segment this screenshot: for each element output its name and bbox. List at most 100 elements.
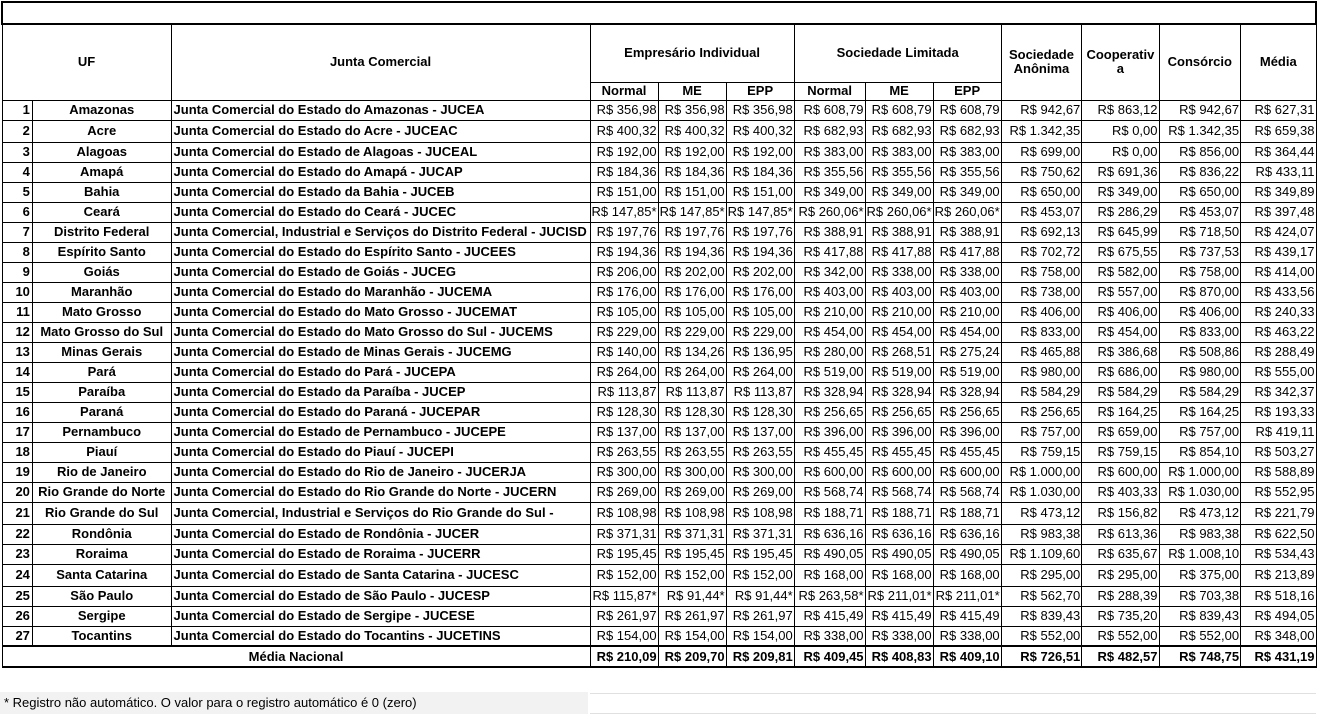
value-cell: R$ 105,00 <box>589 301 659 323</box>
subheader: Normal <box>589 81 659 101</box>
value-cell: R$ 417,88 <box>793 241 866 263</box>
row-number: 25 <box>1 585 33 607</box>
subheader: ME <box>657 81 727 101</box>
junta-cell: Junta Comercial do Estado de Roraima - J… <box>170 543 591 565</box>
value-cell: R$ 151,00 <box>725 181 795 203</box>
value-cell: R$ 473,12 <box>1158 501 1242 525</box>
value-cell: R$ 839,43 <box>1000 605 1083 627</box>
value-cell: R$ 1.008,10 <box>1158 543 1242 565</box>
value-cell: R$ 608,79 <box>864 99 934 121</box>
value-cell: R$ 349,00 <box>793 181 866 203</box>
value-cell: R$ 983,38 <box>1000 523 1083 545</box>
value-cell: R$ 980,00 <box>1000 361 1083 383</box>
value-cell: R$ 256,65 <box>864 401 934 423</box>
row-number: 19 <box>1 461 33 483</box>
value-cell: R$ 758,00 <box>1000 261 1083 283</box>
value-cell: R$ 371,31 <box>589 523 659 545</box>
value-cell: R$ 703,38 <box>1158 585 1242 607</box>
header-junta: Junta Comercial <box>170 23 591 101</box>
value-cell: R$ 300,00 <box>589 461 659 483</box>
value-cell: R$ 328,94 <box>932 381 1002 403</box>
value-cell: R$ 519,00 <box>932 361 1002 383</box>
value-cell: R$ 836,22 <box>1158 161 1242 183</box>
subheader: ME <box>864 81 934 101</box>
row-number: 26 <box>1 605 33 627</box>
value-cell: R$ 137,00 <box>725 421 795 443</box>
value-cell: R$ 403,33 <box>1081 481 1160 503</box>
value-cell: R$ 105,00 <box>657 301 727 323</box>
value-cell: R$ 260,06* <box>864 201 934 223</box>
value-cell: R$ 682,93 <box>932 119 1002 143</box>
footer-row: Média Nacional R$ 210,09 R$ 209,70 R$ 209,8… <box>1 645 1317 668</box>
value-cell: R$ 147,85* <box>725 201 795 223</box>
uf-cell: Espírito Santo <box>31 241 172 263</box>
junta-cell: Junta Comercial do Estado do Rio de Jane… <box>170 461 591 483</box>
value-cell: R$ 355,56 <box>864 161 934 183</box>
header-row: UF Junta Comercial Empresário Individual… <box>1 23 1317 101</box>
footer-value: R$ 209,70 <box>657 645 727 668</box>
value-cell: R$ 863,12 <box>1081 99 1160 121</box>
row-number: 18 <box>1 441 33 463</box>
value-cell: R$ 134,26 <box>657 341 727 363</box>
value-cell: R$ 328,94 <box>864 381 934 403</box>
value-cell: R$ 184,36 <box>589 161 659 183</box>
value-cell: R$ 91,44* <box>725 585 795 607</box>
value-cell: R$ 490,05 <box>793 543 866 565</box>
row-number: 3 <box>1 141 33 163</box>
data-row: 15 Paraíba Junta Comercial do Estado da Pa… <box>1 381 1317 403</box>
row-number: 22 <box>1 523 33 545</box>
uf-cell: Minas Gerais <box>31 341 172 363</box>
row-number: 27 <box>1 625 33 647</box>
row-number: 7 <box>1 221 33 243</box>
value-cell: R$ 455,45 <box>864 441 934 463</box>
value-cell: R$ 383,00 <box>932 141 1002 163</box>
value-cell: R$ 128,30 <box>589 401 659 423</box>
junta-cell: Junta Comercial do Estado de Pernambuco … <box>170 421 591 443</box>
value-cell: R$ 645,99 <box>1081 221 1160 243</box>
data-row: 16 Paraná Junta Comercial do Estado do Par… <box>1 401 1317 423</box>
value-cell: R$ 635,67 <box>1081 543 1160 565</box>
value-cell: R$ 355,56 <box>793 161 866 183</box>
value-cell: R$ 154,00 <box>725 625 795 647</box>
value-cell: R$ 738,00 <box>1000 281 1083 303</box>
uf-cell: Rio Grande do Sul <box>31 501 172 525</box>
junta-cell: Junta Comercial do Estado de Sergipe - J… <box>170 605 591 627</box>
value-cell: R$ 386,68 <box>1081 341 1160 363</box>
value-cell: R$ 300,00 <box>657 461 727 483</box>
junta-cell: Junta Comercial do Estado do Ceará - JUC… <box>170 201 591 223</box>
footnote: * Registro não automático. O valor para … <box>0 692 588 714</box>
value-cell: R$ 1.000,00 <box>1158 461 1242 483</box>
row-number: 20 <box>1 481 33 503</box>
value-cell: R$ 128,30 <box>657 401 727 423</box>
value-cell: R$ 136,95 <box>725 341 795 363</box>
value-cell: R$ 388,91 <box>932 221 1002 243</box>
value-cell: R$ 588,89 <box>1240 461 1317 483</box>
uf-cell: Rondônia <box>31 523 172 545</box>
value-cell: R$ 396,00 <box>864 421 934 443</box>
value-cell: R$ 856,00 <box>1158 141 1242 163</box>
data-row: 24 Santa Catarina Junta Comercial do Estad… <box>1 563 1317 587</box>
value-cell: R$ 269,00 <box>589 481 659 503</box>
value-cell: R$ 691,36 <box>1081 161 1160 183</box>
value-cell: R$ 582,00 <box>1081 261 1160 283</box>
value-cell: R$ 108,98 <box>589 501 659 525</box>
data-row: 22 Rondônia Junta Comercial do Estado de R… <box>1 523 1317 545</box>
junta-cell: Junta Comercial do Estado de Alagoas - J… <box>170 141 591 163</box>
value-cell: R$ 168,00 <box>864 563 934 587</box>
value-cell: R$ 240,33 <box>1240 301 1317 323</box>
value-cell: R$ 0,00 <box>1081 141 1160 163</box>
value-cell: R$ 608,79 <box>793 99 866 121</box>
uf-cell: Rio de Janeiro <box>31 461 172 483</box>
value-cell: R$ 490,05 <box>932 543 1002 565</box>
value-cell: R$ 221,79 <box>1240 501 1317 525</box>
empty-gridlines <box>590 674 1316 717</box>
data-row: 6 Ceará Junta Comercial do Estado do Ceará… <box>1 201 1317 223</box>
value-cell: R$ 942,67 <box>1158 99 1242 121</box>
value-cell: R$ 942,67 <box>1000 99 1083 121</box>
value-cell: R$ 650,00 <box>1000 181 1083 203</box>
footer-value: R$ 748,75 <box>1158 645 1242 668</box>
value-cell: R$ 400,32 <box>657 119 727 143</box>
uf-cell: Mato Grosso do Sul <box>31 321 172 343</box>
value-cell: R$ 508,86 <box>1158 341 1242 363</box>
row-number: 23 <box>1 543 33 565</box>
